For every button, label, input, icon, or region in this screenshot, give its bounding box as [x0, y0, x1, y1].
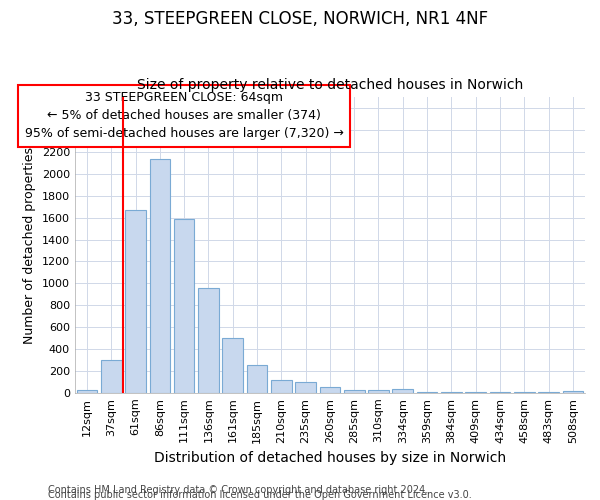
- Bar: [125, 210, 146, 393]
- Bar: [247, 366, 268, 393]
- X-axis label: Distribution of detached houses by size in Norwich: Distribution of detached houses by size …: [154, 451, 506, 465]
- Bar: [490, 392, 510, 393]
- Bar: [174, 219, 194, 393]
- Text: 33, STEEPGREEN CLOSE, NORWICH, NR1 4NF: 33, STEEPGREEN CLOSE, NORWICH, NR1 4NF: [112, 10, 488, 28]
- Text: 33 STEEPGREEN CLOSE: 64sqm
← 5% of detached houses are smaller (374)
95% of semi: 33 STEEPGREEN CLOSE: 64sqm ← 5% of detac…: [25, 92, 344, 140]
- Bar: [392, 389, 413, 393]
- Bar: [271, 380, 292, 393]
- Bar: [149, 158, 170, 393]
- Bar: [344, 390, 365, 393]
- Bar: [295, 382, 316, 393]
- Bar: [101, 360, 122, 393]
- Bar: [441, 392, 462, 393]
- Bar: [563, 390, 583, 393]
- Bar: [77, 390, 97, 393]
- Y-axis label: Number of detached properties: Number of detached properties: [23, 146, 36, 344]
- Bar: [538, 392, 559, 393]
- Bar: [514, 392, 535, 393]
- Title: Size of property relative to detached houses in Norwich: Size of property relative to detached ho…: [137, 78, 523, 92]
- Text: Contains public sector information licensed under the Open Government Licence v3: Contains public sector information licen…: [48, 490, 472, 500]
- Text: Contains HM Land Registry data © Crown copyright and database right 2024.: Contains HM Land Registry data © Crown c…: [48, 485, 428, 495]
- Bar: [198, 288, 219, 393]
- Bar: [417, 392, 437, 393]
- Bar: [466, 392, 486, 393]
- Bar: [223, 338, 243, 393]
- Bar: [368, 390, 389, 393]
- Bar: [320, 388, 340, 393]
